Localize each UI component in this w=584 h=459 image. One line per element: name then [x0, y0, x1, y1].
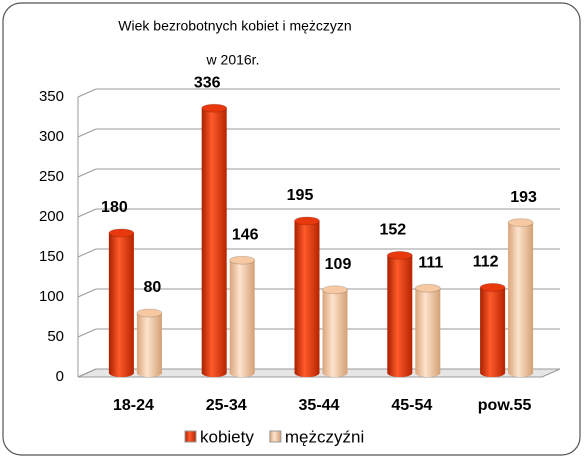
y-tick-label: 300 [39, 128, 64, 145]
legend-label: kobiety [200, 427, 254, 446]
y-tick-label: 0 [56, 368, 64, 385]
bar [387, 255, 413, 377]
data-label: 80 [144, 279, 162, 296]
bar-top [507, 218, 534, 228]
x-tick-label: pow.55 [478, 397, 532, 414]
bar-top [201, 103, 228, 113]
bar [322, 289, 348, 377]
bar [229, 260, 255, 377]
grid-line [77, 248, 560, 258]
x-tick-label: 18-24 [113, 397, 154, 414]
data-label: 180 [101, 199, 128, 216]
grid-line [77, 88, 560, 98]
bar [136, 313, 162, 377]
bar-top [414, 283, 441, 293]
chart-subtitle: w 2016r. [206, 52, 260, 68]
legend-swatch [269, 430, 282, 443]
y-tick-label: 200 [39, 208, 64, 225]
data-label: 146 [232, 226, 259, 243]
data-label: 152 [379, 222, 406, 239]
bar [201, 108, 227, 377]
grid-line [77, 168, 560, 178]
x-tick-label: 25-34 [206, 397, 247, 414]
grid-line [77, 128, 560, 138]
bar-top [386, 250, 413, 260]
y-tick-label: 350 [39, 88, 64, 105]
bar [294, 221, 320, 377]
data-label: 195 [287, 187, 314, 204]
y-tick-label: 50 [47, 328, 64, 345]
bar [415, 288, 441, 377]
y-tick-label: 250 [39, 168, 64, 185]
bar-top [136, 308, 163, 318]
data-label: 112 [473, 254, 499, 271]
chart-title: Wiek bezrobotnych kobiet i mężczyzn [118, 18, 351, 34]
bar-top [294, 216, 320, 226]
legend-swatch [184, 430, 197, 443]
data-label: 193 [510, 189, 537, 206]
bar-top [108, 228, 135, 238]
x-tick-label: 45-54 [391, 397, 432, 414]
y-tick-label: 100 [39, 288, 64, 305]
x-tick-label: 35-44 [299, 397, 340, 414]
bar-top [322, 285, 348, 295]
data-label: 111 [418, 254, 443, 271]
data-label: 336 [194, 74, 221, 91]
legend-label: mężczyźni [285, 427, 364, 446]
y-tick-label: 150 [39, 248, 64, 265]
bar [480, 287, 506, 377]
grid-line [77, 208, 560, 218]
bar [508, 222, 534, 377]
bar [108, 233, 134, 377]
data-label: 109 [325, 256, 352, 273]
bar-top [479, 282, 506, 292]
bar-top [229, 255, 256, 265]
